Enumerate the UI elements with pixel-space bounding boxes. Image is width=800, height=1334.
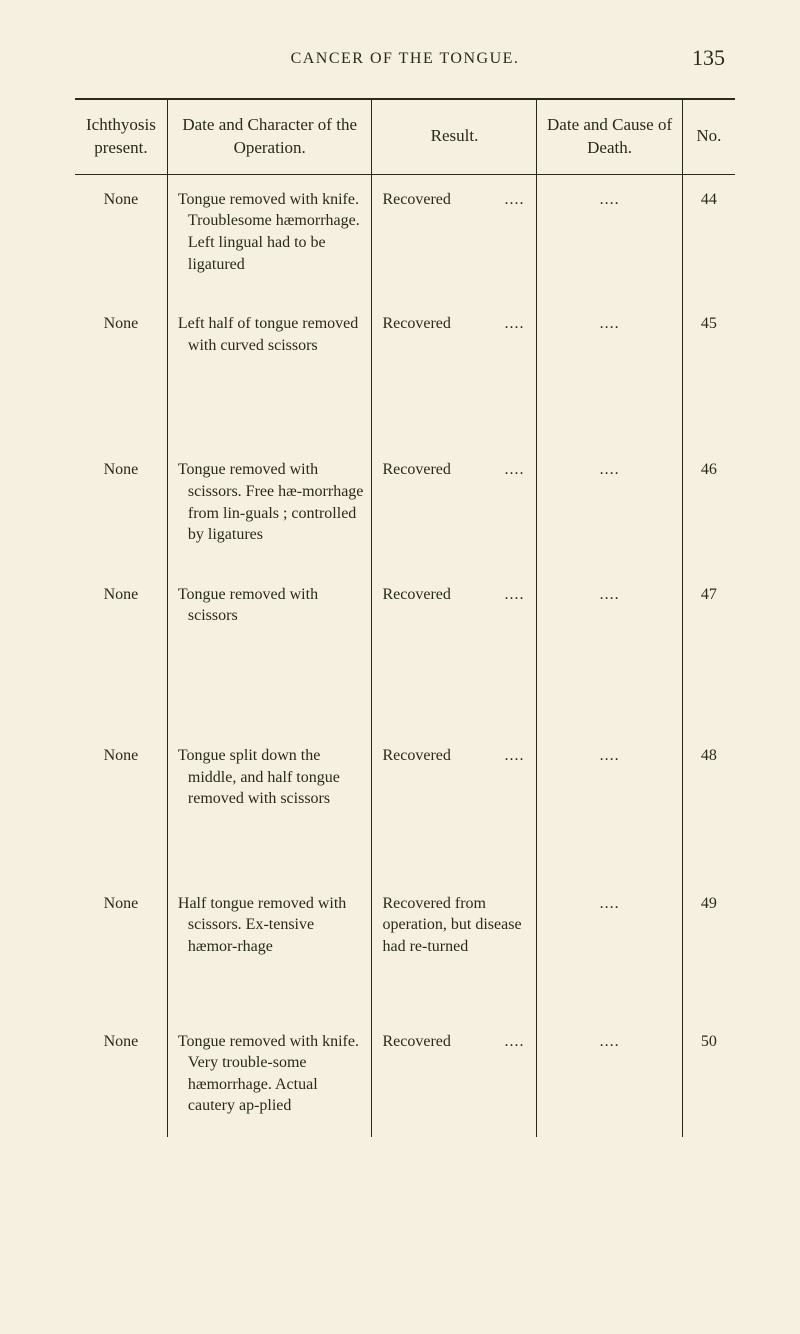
- operation-text: Tongue removed with scissors. Free hæ-mo…: [178, 459, 364, 545]
- death-dots: ....: [600, 1033, 620, 1050]
- cell-death: ....: [537, 1023, 682, 1137]
- cell-operation: Tongue removed with scissors. Free hæ-mo…: [167, 451, 372, 575]
- result-text: Recovered: [382, 461, 450, 478]
- cell-no: 46: [682, 451, 735, 575]
- result-text: Recovered: [382, 315, 450, 332]
- data-table: Ichthyosis present. Date and Character o…: [75, 100, 735, 1137]
- table-header-row: Ichthyosis present. Date and Character o…: [75, 100, 735, 174]
- cell-death: ....: [537, 576, 682, 737]
- running-title: CANCER OF THE TONGUE.: [95, 50, 715, 68]
- cell-ichthyosis: None: [75, 305, 167, 451]
- operation-text: Tongue split down the middle, and half t…: [178, 745, 364, 810]
- operation-text: Tongue removed with knife. Troublesome h…: [178, 189, 364, 275]
- result-dots: ....: [504, 189, 528, 211]
- table-row: None Tongue split down the middle, and h…: [75, 737, 735, 885]
- result-text: Recovered from operation, but disease ha…: [382, 895, 521, 955]
- col-header-no: No.: [682, 100, 735, 174]
- cell-death: ....: [537, 305, 682, 451]
- cell-ichthyosis: None: [75, 451, 167, 575]
- result-dots: ....: [504, 584, 528, 606]
- cell-death: ....: [537, 737, 682, 885]
- table-row: None Tongue removed with scissors Recove…: [75, 576, 735, 737]
- result-dots: ....: [504, 459, 528, 481]
- col-header-operation: Date and Character of the Operation.: [167, 100, 372, 174]
- table-row: None Tongue removed with knife. Very tro…: [75, 1023, 735, 1137]
- cell-ichthyosis: None: [75, 885, 167, 1023]
- table-row: None Left half of tongue removed with cu…: [75, 305, 735, 451]
- operation-text: Tongue removed with scissors: [178, 584, 364, 627]
- death-dots: ....: [600, 895, 620, 912]
- result-text: Recovered: [382, 586, 450, 603]
- cell-result: Recovered....: [372, 737, 537, 885]
- cell-ichthyosis: None: [75, 576, 167, 737]
- death-dots: ....: [600, 747, 620, 764]
- cell-result: Recovered....: [372, 451, 537, 575]
- cell-result: Recovered....: [372, 1023, 537, 1137]
- cell-result: Recovered....: [372, 305, 537, 451]
- cell-death: ....: [537, 451, 682, 575]
- cell-no: 44: [682, 174, 735, 305]
- death-dots: ....: [600, 461, 620, 478]
- cell-ichthyosis: None: [75, 737, 167, 885]
- page-number: 135: [692, 45, 725, 71]
- cell-no: 48: [682, 737, 735, 885]
- cell-death: ....: [537, 885, 682, 1023]
- death-dots: ....: [600, 191, 620, 208]
- table-row: None Half tongue removed with scissors. …: [75, 885, 735, 1023]
- cell-result: Recovered....: [372, 174, 537, 305]
- cell-operation: Tongue split down the middle, and half t…: [167, 737, 372, 885]
- cell-ichthyosis: None: [75, 174, 167, 305]
- cell-death: ....: [537, 174, 682, 305]
- cell-no: 47: [682, 576, 735, 737]
- result-dots: ....: [504, 1031, 528, 1053]
- operation-text: Tongue removed with knife. Very trouble-…: [178, 1031, 364, 1117]
- col-header-result: Result.: [372, 100, 537, 174]
- cell-operation: Tongue removed with knife. Troublesome h…: [167, 174, 372, 305]
- result-text: Recovered: [382, 191, 450, 208]
- cell-no: 45: [682, 305, 735, 451]
- result-dots: ....: [504, 313, 528, 335]
- table-container: Ichthyosis present. Date and Character o…: [75, 98, 735, 1137]
- operation-text: Left half of tongue removed with curved …: [178, 313, 364, 356]
- cell-result: Recovered from operation, but disease ha…: [372, 885, 537, 1023]
- cell-no: 50: [682, 1023, 735, 1137]
- cell-operation: Tongue removed with scissors: [167, 576, 372, 737]
- cell-operation: Tongue removed with knife. Very trouble-…: [167, 1023, 372, 1137]
- page-container: CANCER OF THE TONGUE. 135 Ichthyosis pre…: [0, 0, 800, 1177]
- cell-result: Recovered....: [372, 576, 537, 737]
- cell-operation: Left half of tongue removed with curved …: [167, 305, 372, 451]
- cell-operation: Half tongue removed with scissors. Ex-te…: [167, 885, 372, 1023]
- death-dots: ....: [600, 315, 620, 332]
- result-text: Recovered: [382, 747, 450, 764]
- table-row: None Tongue removed with knife. Troubles…: [75, 174, 735, 305]
- page-header: CANCER OF THE TONGUE. 135: [75, 50, 735, 68]
- result-text: Recovered: [382, 1033, 450, 1050]
- col-header-death: Date and Cause of Death.: [537, 100, 682, 174]
- operation-text: Half tongue removed with scissors. Ex-te…: [178, 893, 364, 958]
- result-dots: ....: [504, 745, 528, 767]
- col-header-ichthyosis: Ichthyosis present.: [75, 100, 167, 174]
- cell-no: 49: [682, 885, 735, 1023]
- table-row: None Tongue removed with scissors. Free …: [75, 451, 735, 575]
- cell-ichthyosis: None: [75, 1023, 167, 1137]
- death-dots: ....: [600, 586, 620, 603]
